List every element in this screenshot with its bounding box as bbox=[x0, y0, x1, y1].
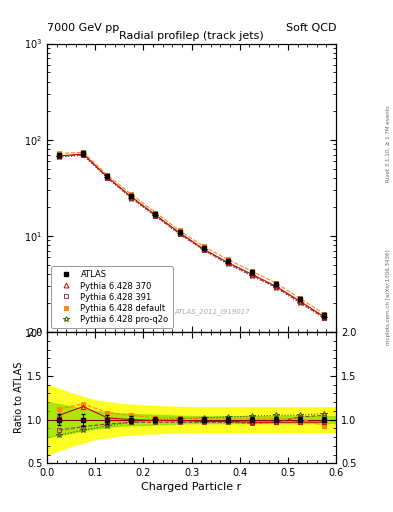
Pythia 6.428 default bbox=[177, 227, 182, 233]
Pythia 6.428 pro-q2o bbox=[105, 175, 110, 181]
Pythia 6.428 391 bbox=[321, 314, 326, 321]
Pythia 6.428 default bbox=[153, 209, 158, 216]
Y-axis label: Ratio to ATLAS: Ratio to ATLAS bbox=[14, 362, 24, 434]
ATLAS bbox=[321, 312, 326, 318]
Pythia 6.428 370 bbox=[225, 260, 230, 266]
Pythia 6.428 370 bbox=[105, 174, 110, 180]
Line: Pythia 6.428 370: Pythia 6.428 370 bbox=[57, 152, 327, 319]
Pythia 6.428 pro-q2o bbox=[225, 261, 230, 267]
Text: Rivet 3.1.10, ≥ 1.7M events: Rivet 3.1.10, ≥ 1.7M events bbox=[386, 105, 391, 182]
Pythia 6.428 default bbox=[321, 311, 326, 317]
Line: Pythia 6.428 391: Pythia 6.428 391 bbox=[57, 152, 327, 320]
Pythia 6.428 391 bbox=[105, 175, 110, 181]
Pythia 6.428 370 bbox=[321, 313, 326, 319]
ATLAS bbox=[129, 193, 134, 199]
Pythia 6.428 370 bbox=[201, 246, 206, 252]
Pythia 6.428 370 bbox=[298, 298, 302, 304]
Pythia 6.428 391 bbox=[201, 247, 206, 253]
Text: ATLAS_2011_I919017: ATLAS_2011_I919017 bbox=[174, 308, 250, 315]
Text: Soft QCD: Soft QCD bbox=[286, 23, 336, 33]
Pythia 6.428 pro-q2o bbox=[129, 196, 134, 202]
Pythia 6.428 391 bbox=[298, 299, 302, 305]
Pythia 6.428 pro-q2o bbox=[57, 154, 62, 160]
ATLAS bbox=[250, 269, 254, 275]
Pythia 6.428 default bbox=[105, 172, 110, 178]
Pythia 6.428 370 bbox=[81, 151, 86, 157]
Pythia 6.428 391 bbox=[57, 154, 62, 160]
Pythia 6.428 370 bbox=[274, 283, 278, 289]
ATLAS bbox=[225, 258, 230, 264]
ATLAS bbox=[274, 281, 278, 287]
Pythia 6.428 370 bbox=[250, 271, 254, 278]
Pythia 6.428 default bbox=[250, 268, 254, 274]
Pythia 6.428 pro-q2o bbox=[274, 285, 278, 291]
Legend: ATLAS, Pythia 6.428 370, Pythia 6.428 391, Pythia 6.428 default, Pythia 6.428 pr: ATLAS, Pythia 6.428 370, Pythia 6.428 39… bbox=[51, 266, 173, 328]
Pythia 6.428 370 bbox=[57, 153, 62, 159]
Pythia 6.428 default bbox=[57, 151, 62, 157]
Line: Pythia 6.428 pro-q2o: Pythia 6.428 pro-q2o bbox=[57, 153, 327, 321]
Pythia 6.428 default bbox=[225, 257, 230, 263]
ATLAS bbox=[57, 152, 62, 158]
ATLAS bbox=[298, 296, 302, 302]
Pythia 6.428 pro-q2o bbox=[321, 315, 326, 321]
ATLAS bbox=[177, 229, 182, 235]
ATLAS bbox=[201, 245, 206, 251]
Pythia 6.428 391 bbox=[225, 260, 230, 266]
Pythia 6.428 default bbox=[129, 191, 134, 198]
Pythia 6.428 391 bbox=[81, 152, 86, 158]
Pythia 6.428 370 bbox=[129, 194, 134, 200]
ATLAS bbox=[153, 211, 158, 217]
X-axis label: Charged Particle r: Charged Particle r bbox=[141, 482, 242, 493]
Pythia 6.428 391 bbox=[129, 195, 134, 201]
Pythia 6.428 pro-q2o bbox=[153, 213, 158, 219]
Pythia 6.428 default bbox=[201, 243, 206, 249]
Pythia 6.428 pro-q2o bbox=[250, 273, 254, 279]
Pythia 6.428 default bbox=[298, 295, 302, 302]
ATLAS bbox=[105, 173, 110, 179]
Text: mcplots.cern.ch [arXiv:1306.3436]: mcplots.cern.ch [arXiv:1306.3436] bbox=[386, 249, 391, 345]
Pythia 6.428 default bbox=[81, 149, 86, 155]
Pythia 6.428 391 bbox=[153, 212, 158, 219]
Pythia 6.428 370 bbox=[177, 230, 182, 236]
ATLAS bbox=[81, 151, 86, 157]
Line: ATLAS: ATLAS bbox=[57, 151, 327, 317]
Title: Radial profileρ (track jets): Radial profileρ (track jets) bbox=[119, 31, 264, 41]
Pythia 6.428 pro-q2o bbox=[201, 247, 206, 253]
Pythia 6.428 391 bbox=[177, 230, 182, 237]
Pythia 6.428 pro-q2o bbox=[177, 231, 182, 238]
Text: 7000 GeV pp: 7000 GeV pp bbox=[47, 23, 119, 33]
Pythia 6.428 391 bbox=[250, 272, 254, 279]
Line: Pythia 6.428 default: Pythia 6.428 default bbox=[57, 150, 327, 316]
Pythia 6.428 pro-q2o bbox=[81, 152, 86, 158]
Pythia 6.428 370 bbox=[153, 212, 158, 218]
Pythia 6.428 391 bbox=[274, 284, 278, 290]
Pythia 6.428 default bbox=[274, 280, 278, 286]
Pythia 6.428 pro-q2o bbox=[298, 300, 302, 306]
